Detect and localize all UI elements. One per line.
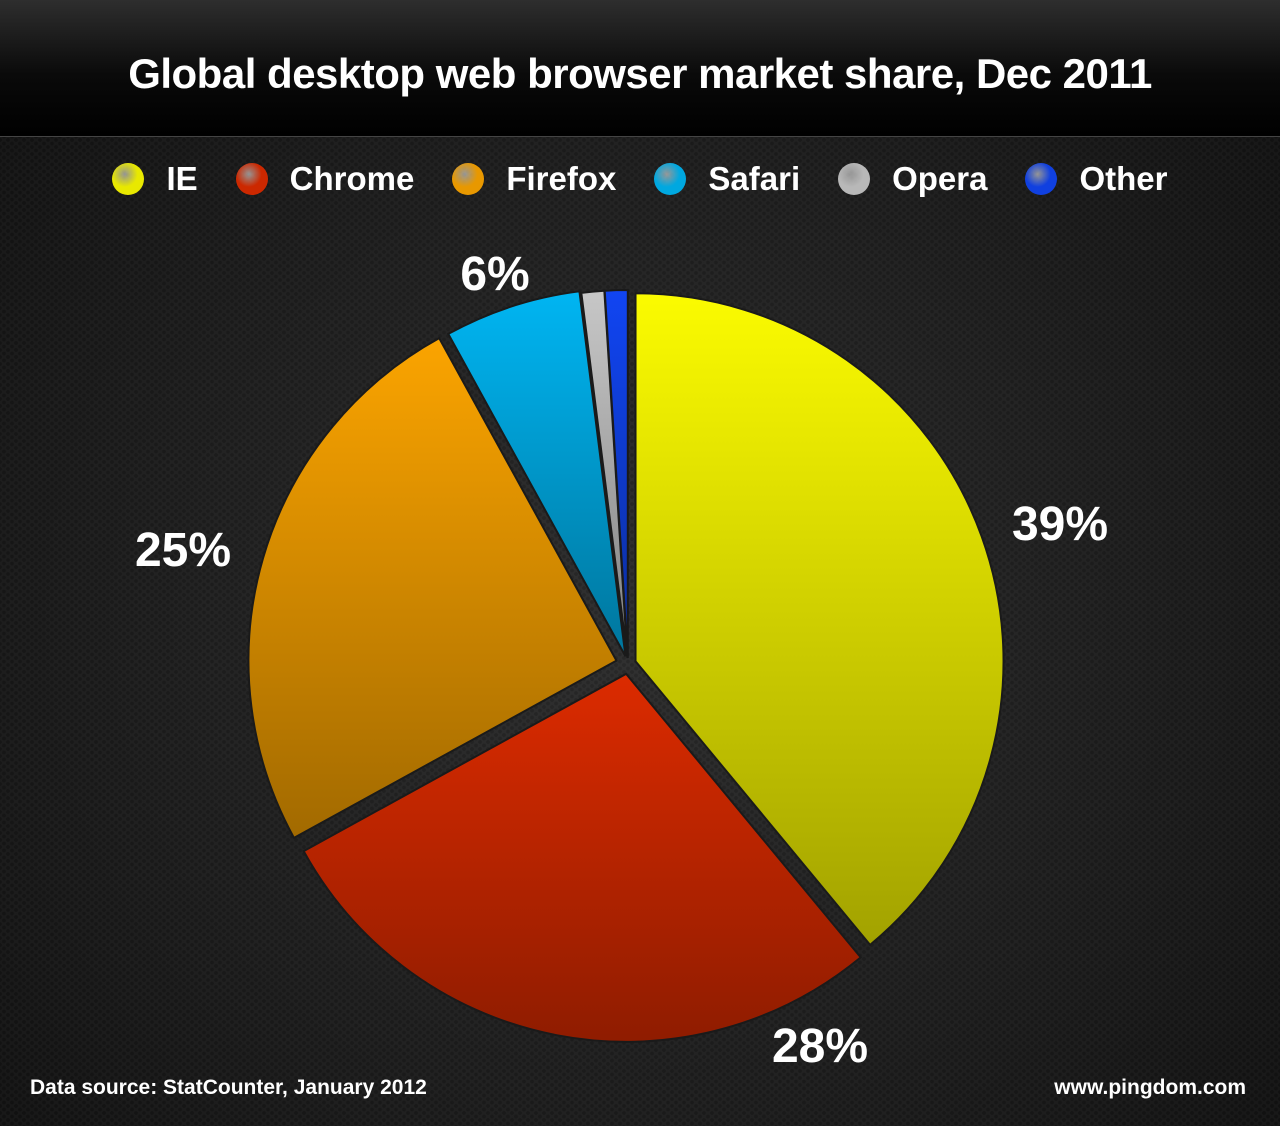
legend-item-other: Other xyxy=(1025,160,1168,198)
legend-label: IE xyxy=(166,160,198,197)
legend-swatch xyxy=(654,163,687,195)
data-label-safari: 6% xyxy=(460,248,529,301)
pie-slice-chrome xyxy=(302,672,863,1043)
legend-label: Firefox xyxy=(506,160,617,197)
legend-label: Safari xyxy=(708,160,801,197)
legend-swatch xyxy=(235,163,268,195)
legend-item-opera: Opera xyxy=(838,160,987,198)
data-source: Data source: StatCounter, January 2012 xyxy=(30,1076,427,1099)
legend-swatch xyxy=(838,163,871,195)
credit: www.pingdom.com xyxy=(1054,1076,1246,1099)
legend-label: Other xyxy=(1079,160,1168,197)
legend-item-firefox: Firefox xyxy=(452,160,616,198)
chart-title: Global desktop web browser market share,… xyxy=(128,50,1152,97)
legend-item-chrome: Chrome xyxy=(235,160,415,198)
legend-item-ie: IE xyxy=(112,160,198,198)
title-bar: Global desktop web browser market share,… xyxy=(0,0,1280,137)
pie-slice-ie xyxy=(634,292,1005,947)
legend-swatch xyxy=(112,163,145,195)
data-label-ie: 39% xyxy=(1012,498,1108,551)
pie-slice-safari xyxy=(446,290,627,657)
legend: IE Chrome Firefox Safari Opera Other xyxy=(0,160,1280,198)
legend-label: Opera xyxy=(892,160,988,197)
legend-swatch xyxy=(452,163,485,195)
data-label-chrome: 28% xyxy=(772,1020,868,1073)
legend-label: Chrome xyxy=(289,160,415,197)
pie-slice-other xyxy=(603,289,629,659)
legend-swatch xyxy=(1025,163,1058,195)
pie-slice-firefox xyxy=(247,336,618,840)
legend-item-safari: Safari xyxy=(654,160,800,198)
data-label-firefox: 25% xyxy=(135,524,231,577)
